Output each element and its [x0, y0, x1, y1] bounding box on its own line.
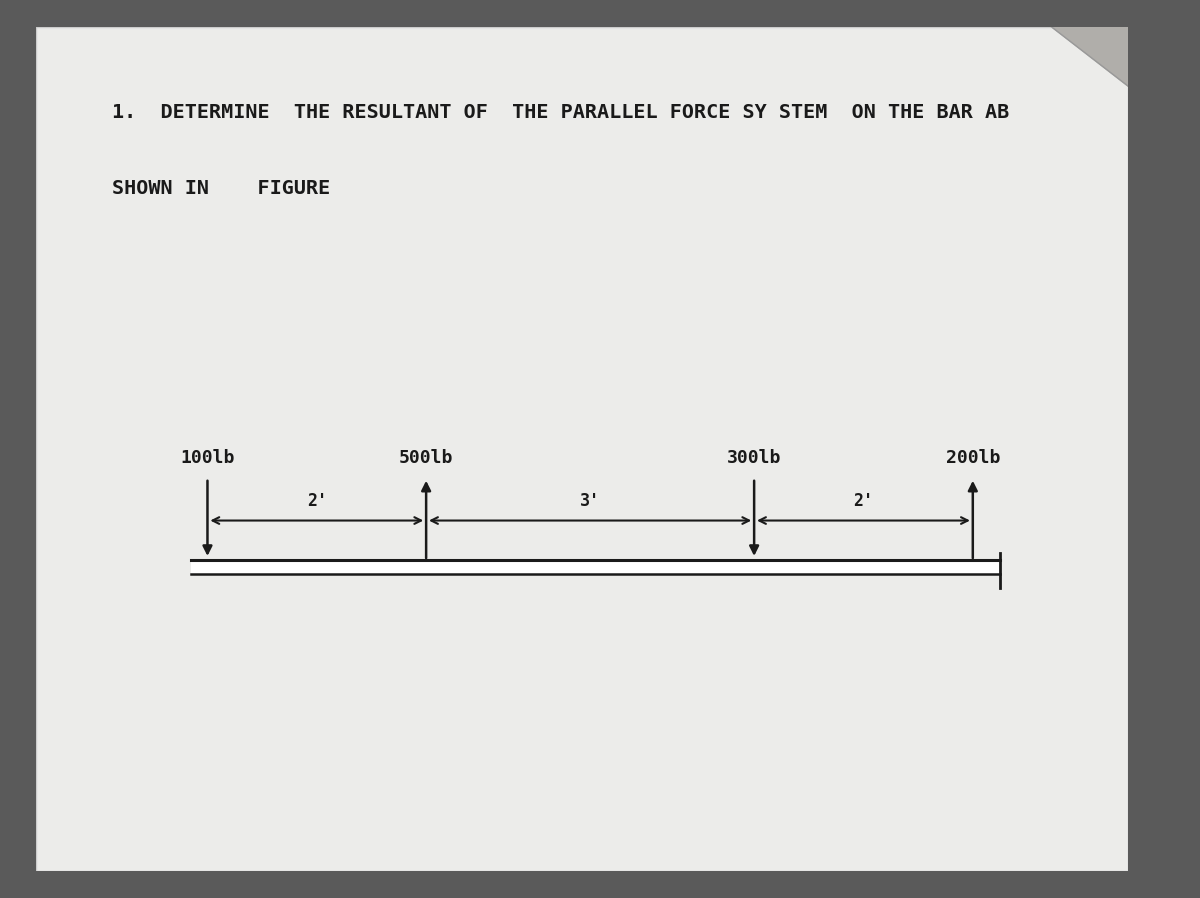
Text: 300lb: 300lb: [727, 449, 781, 467]
Text: 2': 2': [307, 491, 326, 509]
Text: 2': 2': [853, 491, 874, 509]
Polygon shape: [1051, 27, 1128, 86]
Text: 200lb: 200lb: [946, 449, 1000, 467]
Text: SHOWN IN    FIGURE: SHOWN IN FIGURE: [113, 179, 331, 198]
Bar: [191, 559, 1000, 574]
Text: 100lb: 100lb: [180, 449, 235, 467]
Text: 500lb: 500lb: [398, 449, 454, 467]
Text: 3': 3': [580, 491, 600, 509]
Text: 1.  DETERMINE  THE RESULTANT OF  THE PARALLEL FORCE SY STEM  ON THE BAR AB: 1. DETERMINE THE RESULTANT OF THE PARALL…: [113, 103, 1009, 122]
